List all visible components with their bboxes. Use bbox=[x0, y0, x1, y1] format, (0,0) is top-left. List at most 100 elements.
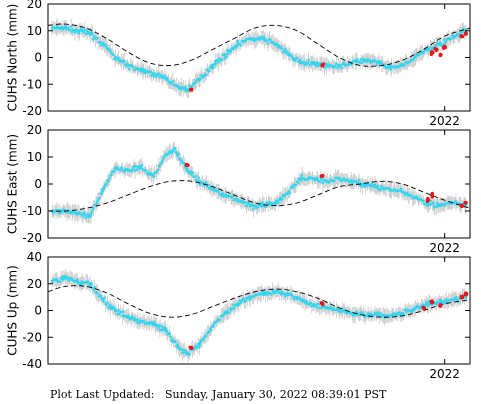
observed-point bbox=[442, 38, 446, 42]
observed-point bbox=[284, 293, 288, 297]
observed-point bbox=[379, 312, 383, 315]
observed-point bbox=[131, 316, 135, 320]
observed-keypoint bbox=[210, 187, 215, 191]
observed-keypoint bbox=[299, 177, 303, 181]
observed-keypoint bbox=[126, 168, 130, 173]
observed-point bbox=[377, 311, 380, 314]
observed-keypoint bbox=[312, 303, 316, 307]
observed-point bbox=[93, 285, 97, 289]
observed-point bbox=[396, 313, 400, 317]
observed-point bbox=[443, 203, 447, 207]
observed-keypoint bbox=[413, 55, 417, 60]
observed-keypoint bbox=[375, 61, 379, 65]
observed-point bbox=[69, 25, 73, 28]
observed-point bbox=[66, 276, 70, 280]
observed-point bbox=[68, 28, 72, 32]
observed-keypoint bbox=[223, 53, 227, 57]
observed-point bbox=[184, 166, 187, 169]
observed-point bbox=[176, 343, 179, 346]
observed-point bbox=[98, 196, 102, 200]
observed-keypoint bbox=[286, 53, 291, 57]
observed-point bbox=[330, 306, 333, 310]
observed-point bbox=[260, 201, 264, 204]
observed-point bbox=[72, 29, 76, 32]
observed-point bbox=[363, 185, 367, 188]
observed-keypoint bbox=[413, 195, 417, 200]
observed-point bbox=[136, 318, 140, 322]
observed-point bbox=[280, 47, 284, 50]
observed-keypoint bbox=[139, 166, 143, 170]
observed-point bbox=[149, 70, 153, 74]
observed-point bbox=[211, 66, 215, 70]
observed-point bbox=[291, 295, 295, 298]
observed-point bbox=[174, 340, 177, 344]
observed-point bbox=[238, 299, 241, 302]
observed-point bbox=[161, 158, 165, 161]
observed-keypoint bbox=[113, 308, 118, 313]
observed-point bbox=[204, 73, 208, 77]
observed-point bbox=[256, 205, 260, 208]
observed-keypoint bbox=[274, 290, 278, 294]
observed-keypoint bbox=[63, 26, 67, 30]
observed-point bbox=[296, 181, 300, 185]
observed-point bbox=[130, 168, 134, 172]
observed-keypoint bbox=[388, 66, 392, 70]
observed-point bbox=[244, 299, 248, 303]
observed-keypoint bbox=[375, 185, 379, 189]
observed-point bbox=[91, 32, 94, 36]
observed-point bbox=[435, 202, 439, 205]
observed-point bbox=[236, 39, 240, 43]
observed-point bbox=[239, 44, 242, 47]
footer-timestamp: Sunday, January 30, 2022 08:39:01 PST bbox=[164, 388, 387, 401]
recent-point bbox=[321, 302, 325, 307]
observed-keypoint bbox=[274, 201, 278, 205]
observed-point bbox=[73, 31, 77, 34]
recent-point bbox=[429, 52, 433, 56]
recent-point bbox=[460, 296, 465, 300]
observed-keypoint bbox=[177, 85, 181, 89]
y-tick-label: 10 bbox=[27, 24, 42, 38]
observed-keypoint bbox=[151, 174, 156, 178]
observed-point bbox=[307, 59, 310, 62]
observed-keypoint bbox=[88, 282, 92, 286]
observed-keypoint bbox=[286, 292, 291, 297]
recent-series-2 bbox=[184, 162, 468, 209]
observed-keypoint bbox=[139, 69, 143, 73]
observed-keypoint bbox=[350, 311, 354, 315]
observed-point bbox=[242, 297, 245, 301]
observed-point bbox=[214, 62, 218, 66]
observed-point bbox=[305, 299, 309, 303]
observed-point bbox=[232, 306, 236, 310]
observed-point bbox=[306, 61, 310, 65]
observed-keypoint bbox=[210, 324, 215, 329]
observed-point bbox=[83, 28, 86, 31]
observed-point bbox=[347, 178, 350, 182]
observed-series-1 bbox=[50, 18, 468, 99]
observed-point bbox=[379, 187, 383, 190]
observed-series-2 bbox=[50, 142, 468, 224]
observed-keypoint bbox=[164, 77, 168, 81]
observed-point bbox=[177, 152, 180, 156]
observed-point bbox=[372, 185, 376, 189]
observed-point bbox=[104, 43, 107, 47]
observed-point bbox=[119, 310, 123, 314]
observed-point bbox=[90, 211, 93, 214]
observed-point bbox=[294, 183, 298, 187]
recent-point bbox=[464, 32, 468, 36]
observed-point bbox=[321, 181, 325, 185]
observed-point bbox=[241, 199, 245, 202]
observed-point bbox=[91, 286, 94, 290]
observed-point bbox=[198, 345, 201, 348]
observed-keypoint bbox=[198, 77, 202, 81]
observed-keypoint bbox=[312, 61, 316, 65]
y-tick-label: 0 bbox=[34, 304, 42, 318]
observed-keypoint bbox=[299, 61, 303, 65]
observed-point bbox=[99, 40, 102, 44]
observed-point bbox=[371, 183, 375, 187]
observed-point bbox=[92, 206, 95, 210]
observed-keypoint bbox=[388, 187, 392, 191]
observed-point bbox=[208, 330, 211, 333]
observed-point bbox=[92, 289, 96, 292]
observed-point bbox=[143, 71, 147, 75]
observed-point bbox=[280, 197, 284, 201]
